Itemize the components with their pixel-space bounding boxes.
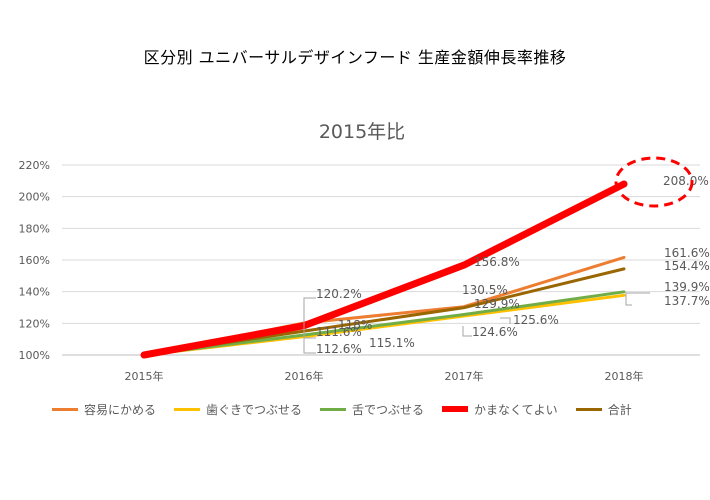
highlight-ellipse [614, 156, 694, 208]
y-tick-label: 200% [19, 191, 50, 204]
data-label: 154.4% [664, 259, 710, 273]
legend-item: 合計 [575, 401, 632, 418]
data-label: 112.6% [316, 342, 362, 356]
legend-label: 容易にかめる [84, 402, 157, 417]
chart-legend: 容易にかめる 歯ぐきでつぶせる 舌でつぶせる かまなくてよい 合計 [52, 398, 692, 420]
x-tick-label: 2017年 [445, 369, 484, 383]
data-label: 111.6% [316, 325, 362, 339]
page-title: 区分別 ユニバーサルデザインフード 生産金額伸長率推移 [143, 48, 567, 67]
legend-label: 合計 [607, 402, 632, 417]
legend-swatch [52, 407, 78, 411]
data-label: 115.1% [369, 336, 415, 350]
legend-swatch [442, 406, 469, 412]
legend-label: かまなくてよい [474, 402, 558, 417]
data-label: 161.6% [664, 246, 710, 260]
label-leader-line [625, 292, 650, 306]
data-label: 129.9% [474, 297, 520, 311]
legend-item: 舌でつぶせる [320, 401, 424, 418]
y-tick-label: 120% [19, 317, 50, 330]
data-label: 137.7% [664, 294, 710, 308]
label-leader-line [303, 338, 316, 354]
data-label: 130.5% [462, 283, 508, 297]
chart-title: 2015年比 [319, 121, 405, 143]
y-tick-label: 180% [19, 222, 50, 235]
data-label: 125.6% [513, 313, 559, 327]
data-label: 208.0% [663, 174, 709, 188]
y-tick-label: 100% [19, 349, 50, 362]
x-tick-label: 2015年 [125, 369, 164, 383]
legend-swatch [320, 407, 347, 411]
legend-item: 容易にかめる [52, 401, 156, 418]
data-label: 124.6% [472, 325, 518, 339]
label-leader-line [500, 317, 511, 324]
label-leader-line [462, 326, 472, 337]
data-label: 139.9% [664, 280, 710, 294]
legend-label: 歯ぐきでつぶせる [206, 402, 303, 417]
data-label: 120.2% [316, 287, 362, 301]
label-leader-line [303, 297, 316, 339]
x-tick-label: 2016年 [285, 369, 324, 383]
x-tick-label: 2018年 [605, 369, 644, 383]
y-tick-label: 140% [19, 286, 50, 299]
data-label: 118% [338, 318, 372, 332]
legend-item: 歯ぐきでつぶせる [174, 401, 302, 418]
legend-item: かまなくてよい [442, 401, 558, 418]
y-tick-label: 220% [19, 159, 50, 172]
series-line [140, 180, 628, 359]
legend-label: 舌でつぶせる [352, 402, 425, 417]
series-line [142, 290, 626, 357]
legend-swatch [174, 407, 201, 411]
y-tick-label: 160% [19, 254, 50, 267]
data-label: 156.8% [474, 255, 520, 269]
legend-swatch [575, 407, 602, 411]
